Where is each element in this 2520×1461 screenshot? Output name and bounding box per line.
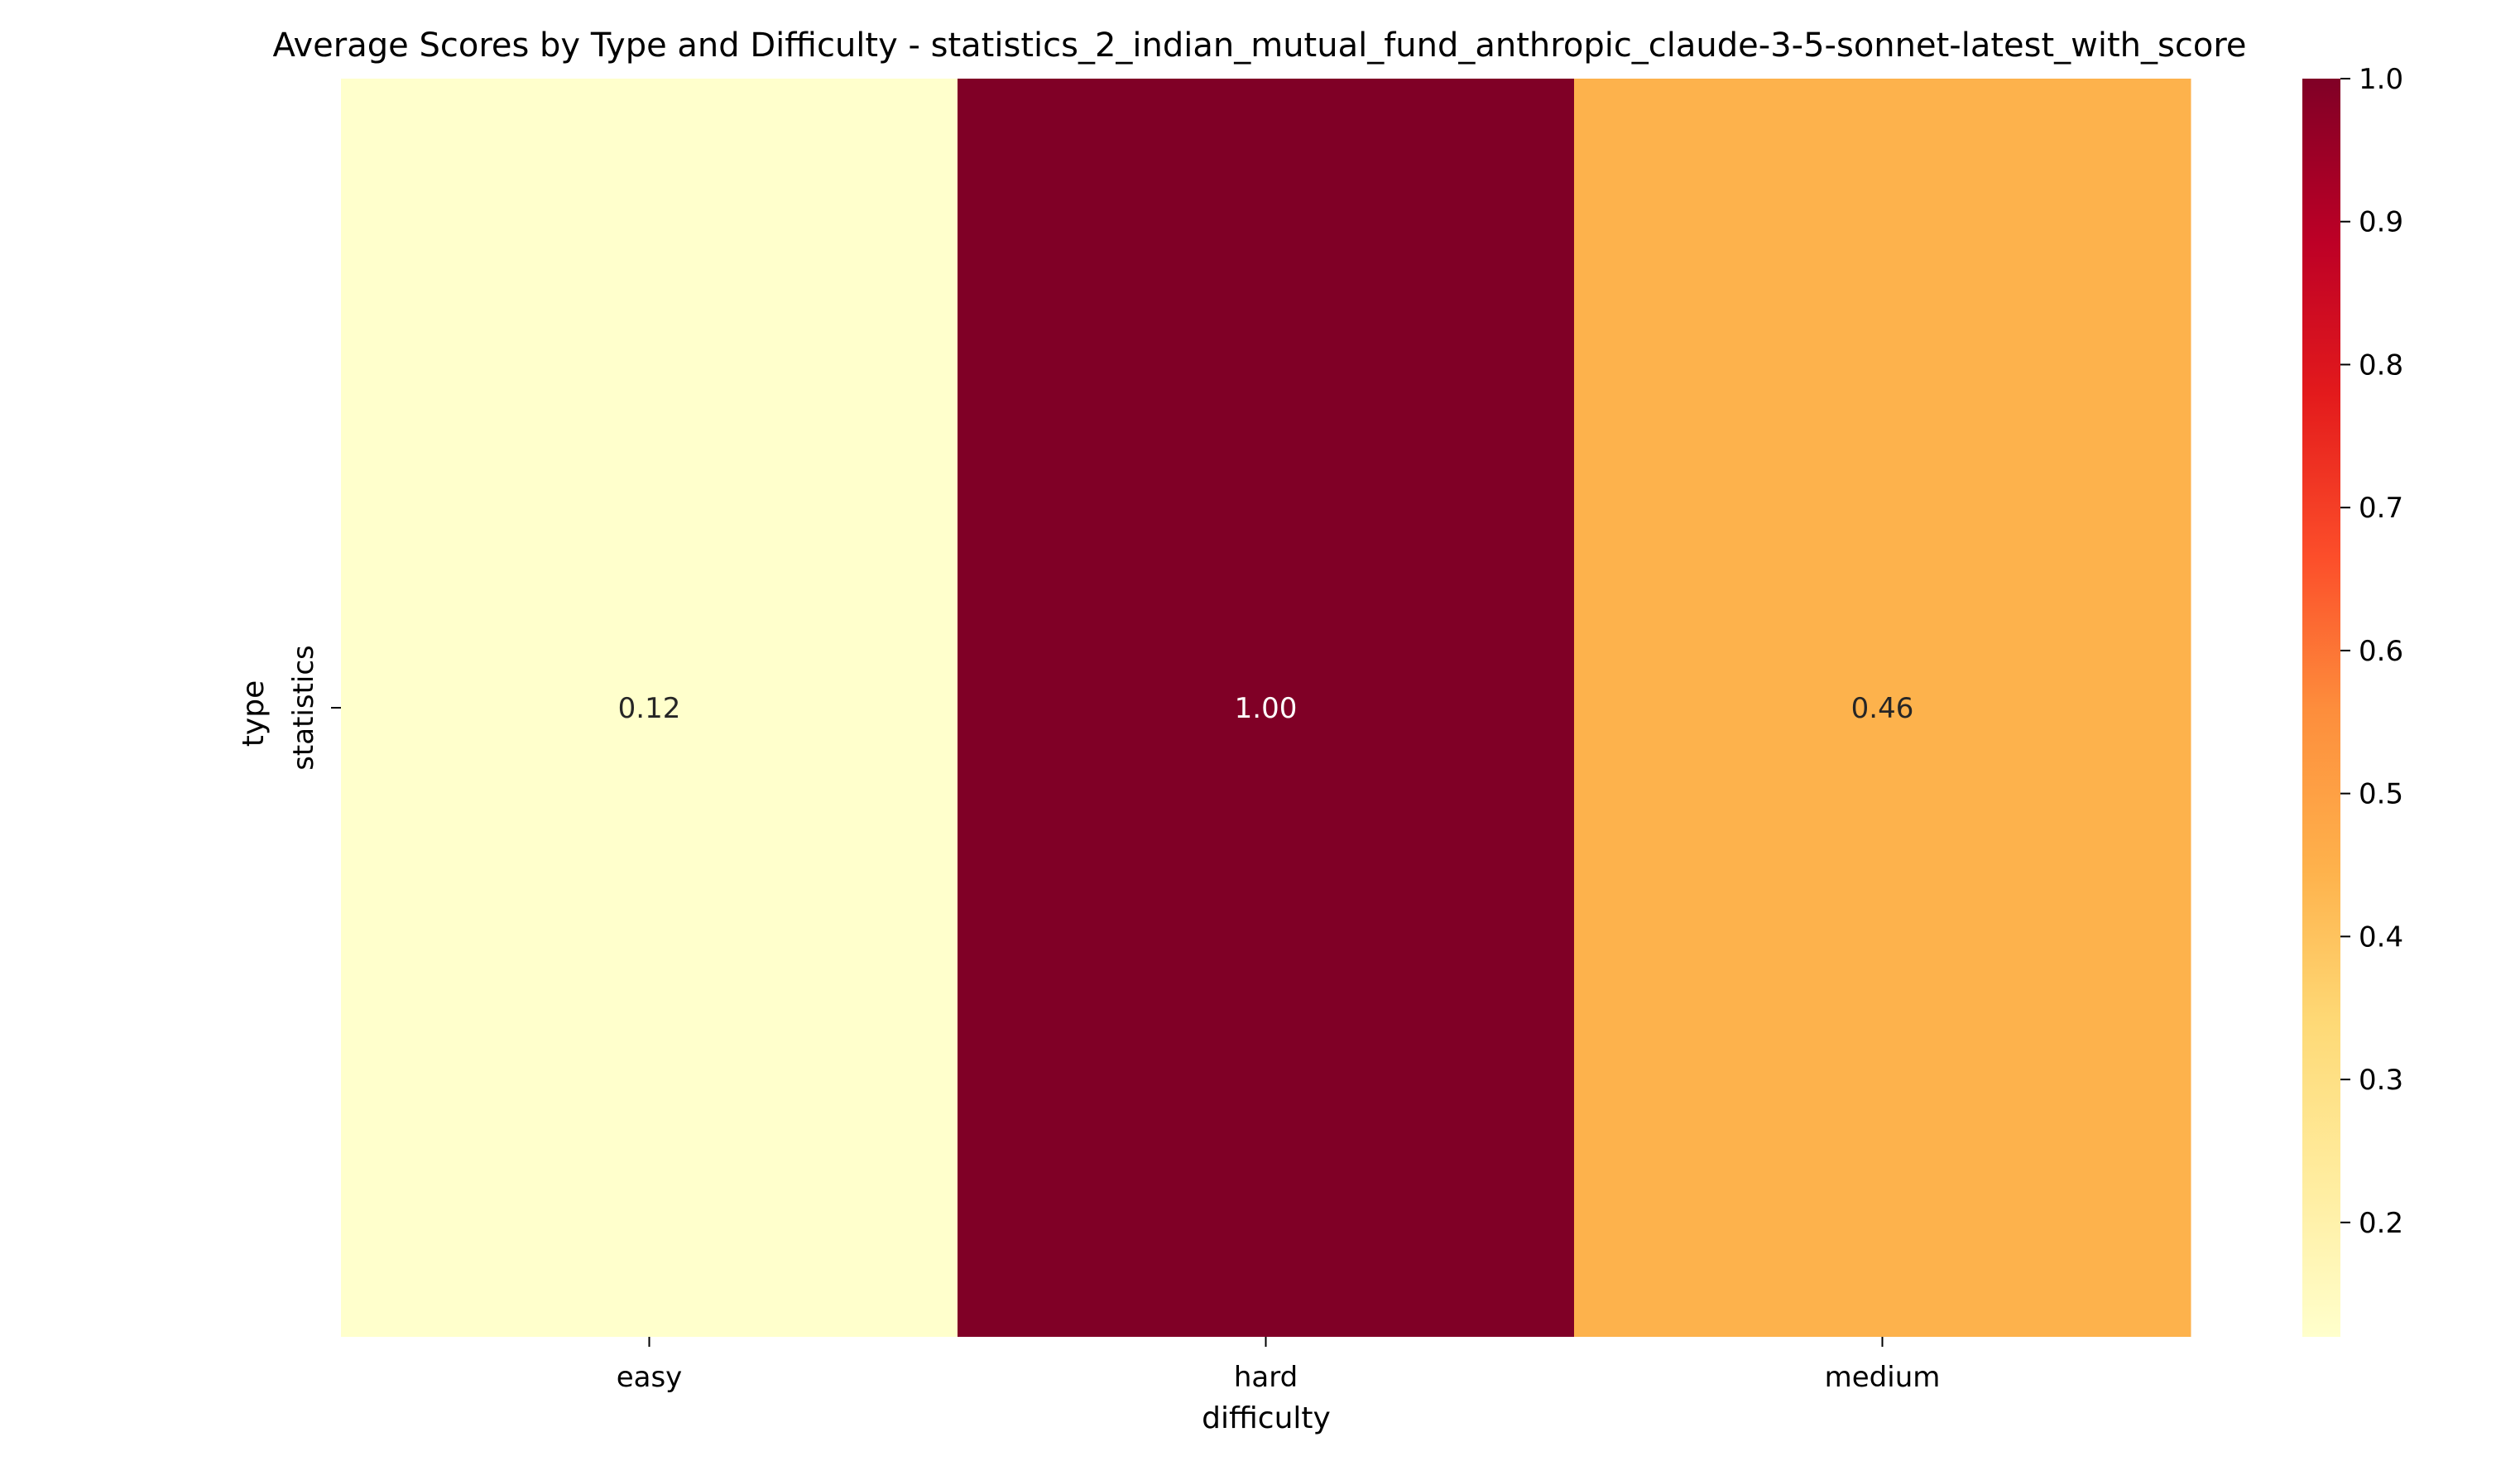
y-axis-label: type [237,680,271,747]
x-axis-label: difficulty [1202,1401,1331,1435]
colorbar-tick-label: 0.3 [2359,1064,2403,1097]
heatmap-cells [341,79,2191,1337]
x-tick-label-easy: easy [617,1361,683,1394]
x-axis-ticks: easy hard medium [617,1337,1941,1394]
colorbar [2302,79,2340,1337]
cell-label-easy: 0.12 [618,692,681,725]
colorbar-tick-label: 0.2 [2359,1207,2403,1240]
heatmap-cell-easy [341,79,958,1337]
y-tick-label-statistics: statistics [287,645,320,771]
heatmap-cell-medium [1574,79,2191,1337]
x-tick-label-medium: medium [1825,1361,1941,1394]
colorbar-tick-label: 0.9 [2359,206,2403,239]
heatmap-cell-labels: 0.12 1.00 0.46 [618,692,1914,725]
colorbar-tick-label: 1.0 [2359,63,2403,96]
colorbar-tick-label: 0.4 [2359,920,2403,954]
colorbar-gradient [2302,79,2340,1337]
cell-label-medium: 0.46 [1851,692,1914,725]
colorbar-tick-label: 0.6 [2359,635,2403,668]
heatmap-cell-hard [958,79,1575,1337]
x-tick-label-hard: hard [1234,1361,1298,1394]
cell-label-hard: 1.00 [1235,692,1298,725]
colorbar-tick-label: 0.5 [2359,778,2403,811]
colorbar-tick-label: 0.7 [2359,492,2403,525]
colorbar-ticks: 0.2 0.3 0.4 0.5 0.6 0.7 0.8 0.9 1.0 [2340,63,2403,1240]
colorbar-tick-label: 0.8 [2359,348,2403,382]
chart-title: Average Scores by Type and Difficulty - … [272,26,2246,65]
y-axis-ticks: statistics [287,645,341,771]
